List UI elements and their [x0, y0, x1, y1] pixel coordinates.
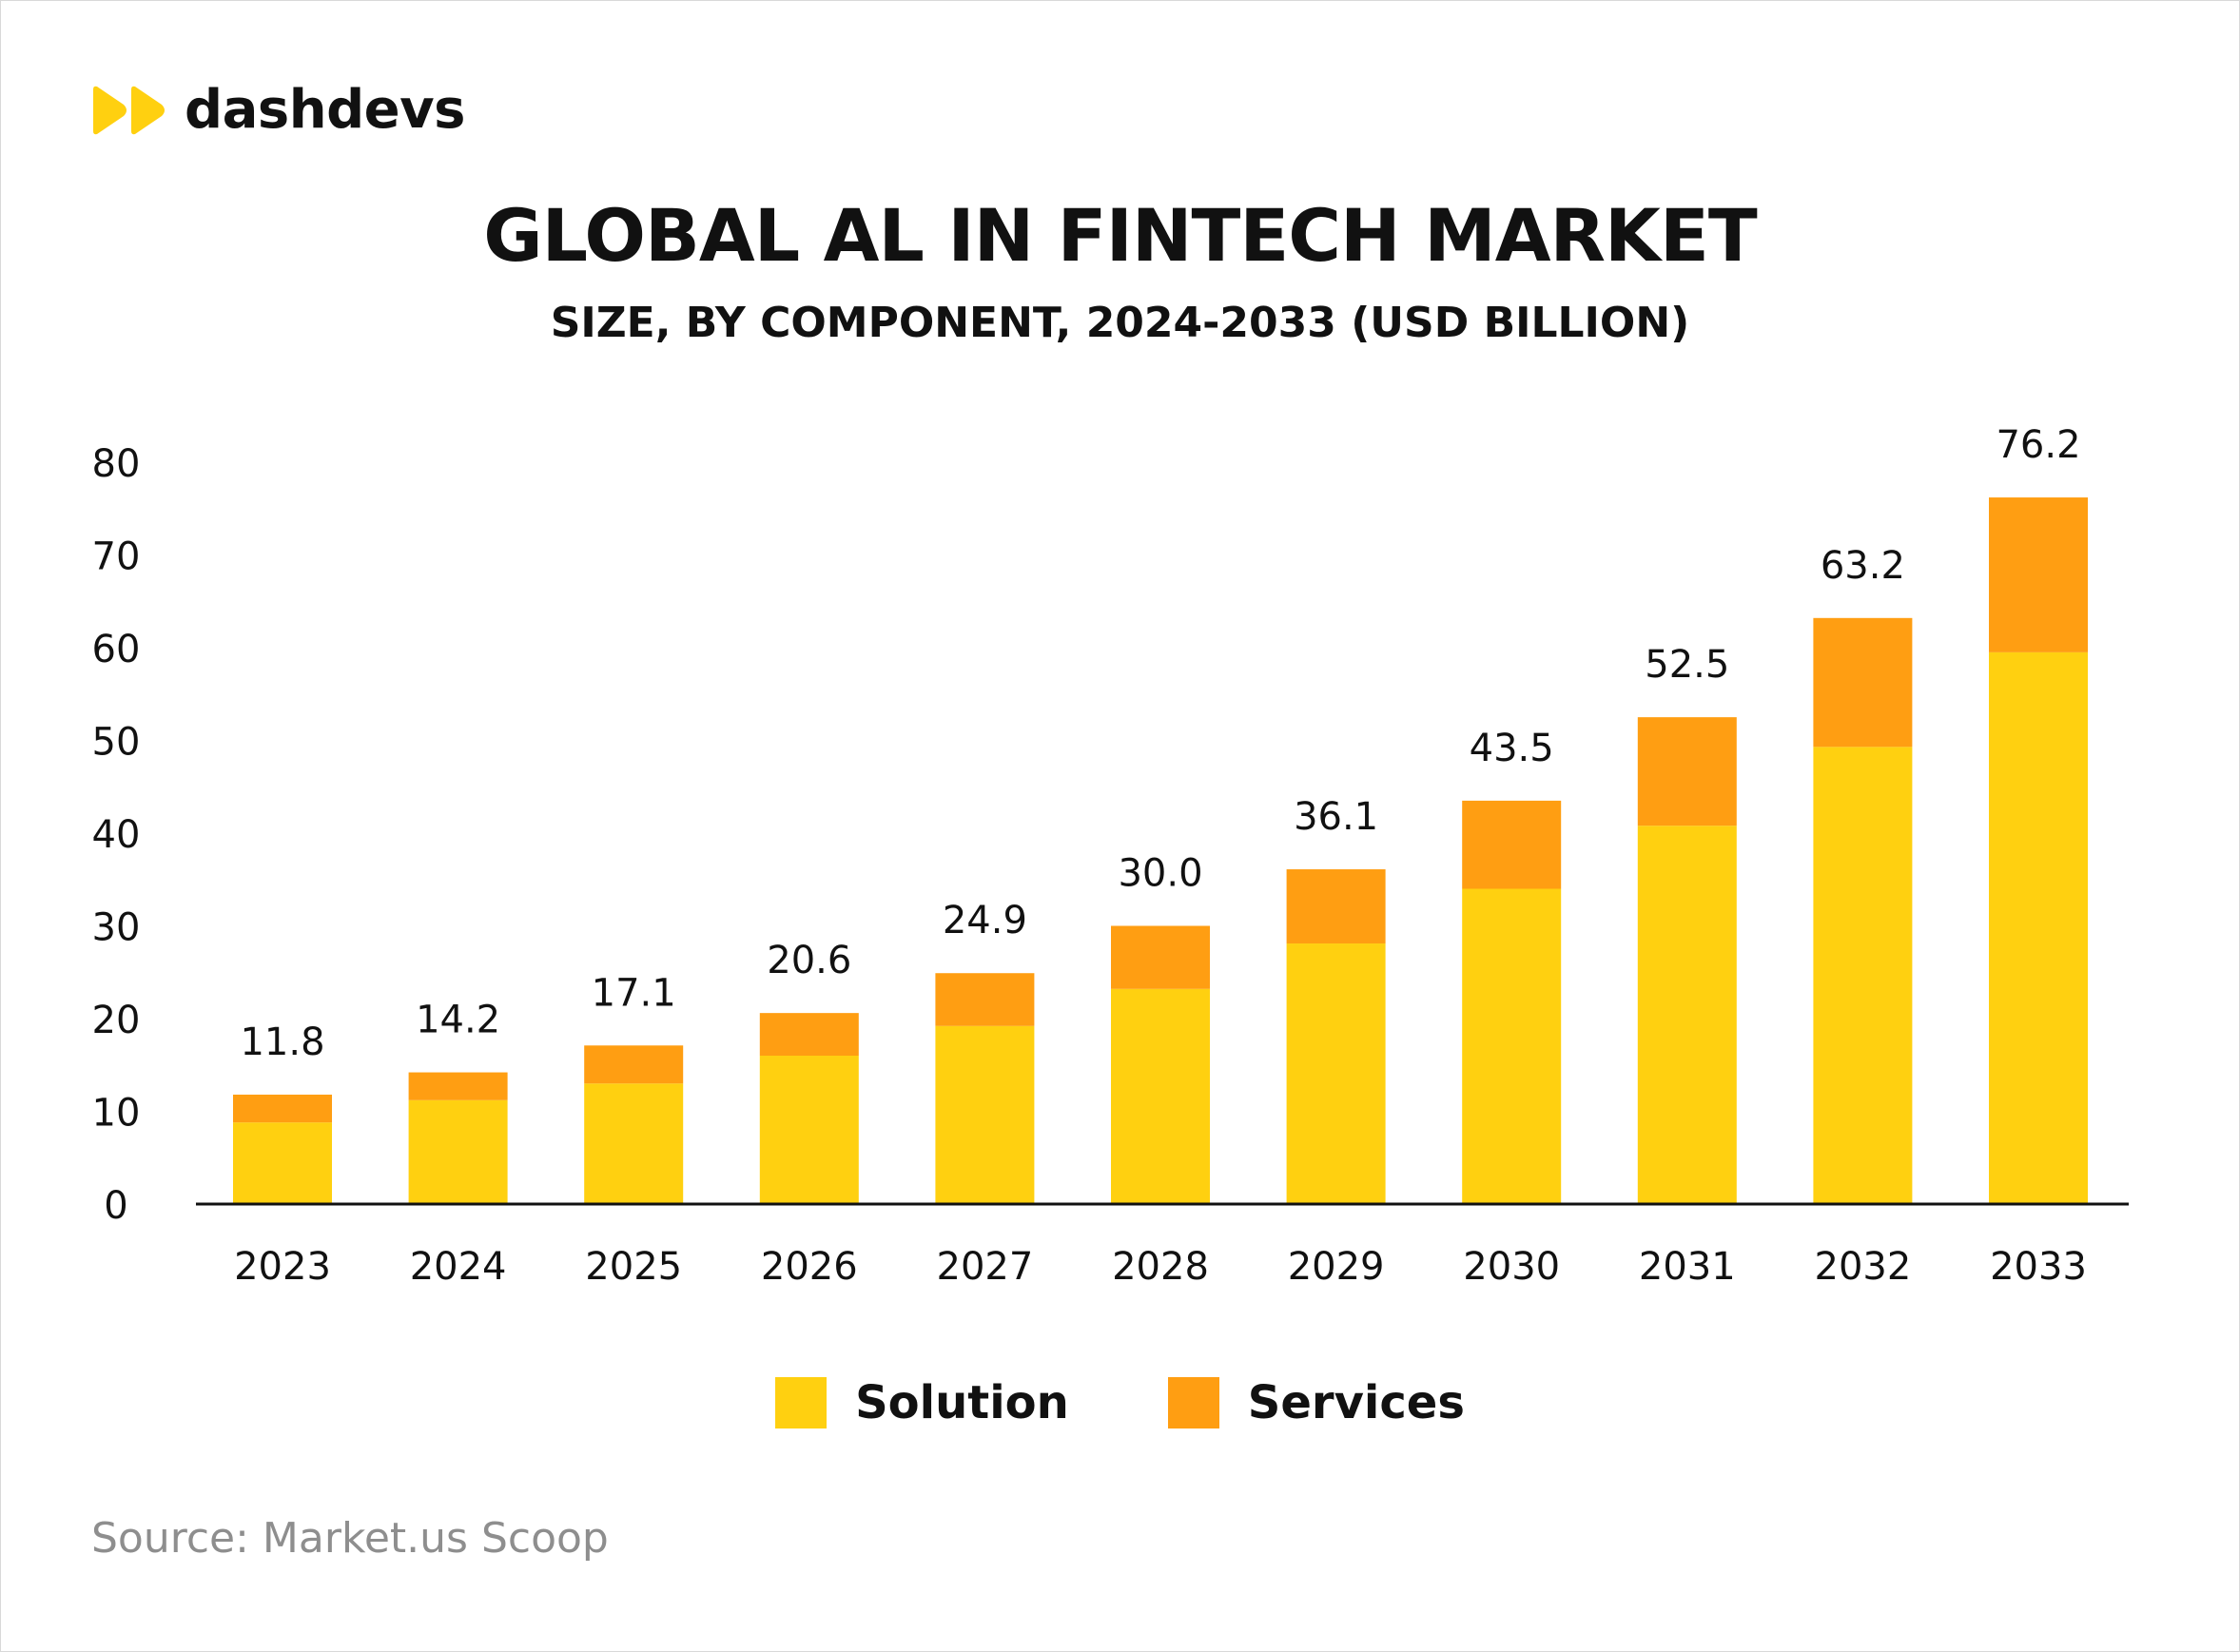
- data-label-total: 20.6: [767, 939, 851, 982]
- y-tick-label: 40: [92, 813, 141, 857]
- bar-chart: 0102030405060708011.8202314.2202417.1202…: [92, 423, 2129, 1289]
- data-label-total: 52.5: [1645, 643, 1729, 687]
- data-label-total: 43.5: [1470, 727, 1554, 770]
- bar-solution-2033: [1989, 651, 2088, 1204]
- dashdevs-logo-icon: [93, 86, 165, 135]
- brand-logo: dashdevs: [89, 84, 465, 137]
- bar-solution-2030: [1462, 888, 1562, 1204]
- data-label-total: 63.2: [1821, 544, 1905, 588]
- bar-solution-2027: [935, 1025, 1035, 1204]
- bar-solution-2031: [1637, 826, 1737, 1204]
- bar-services-2030: [1462, 800, 1562, 889]
- x-tick-label: 2027: [937, 1245, 1034, 1289]
- y-tick-label: 50: [92, 721, 141, 765]
- x-tick-label: 2025: [585, 1245, 682, 1289]
- legend-label-services: Services: [1247, 1376, 1465, 1429]
- source-note: Source: Market.us Scoop: [91, 1514, 609, 1563]
- x-tick-label: 2026: [761, 1245, 858, 1289]
- bar-services-2026: [759, 1013, 859, 1056]
- x-tick-label: 2023: [234, 1245, 331, 1289]
- y-tick-label: 70: [92, 535, 141, 579]
- data-label-total: 30.0: [1118, 852, 1202, 896]
- bar-services-2033: [1989, 497, 2088, 652]
- y-tick-label: 80: [92, 442, 141, 486]
- data-label-total: 36.1: [1294, 795, 1378, 839]
- y-tick-label: 0: [104, 1184, 127, 1228]
- data-label-total: 17.1: [592, 971, 676, 1015]
- bar-services-2031: [1637, 717, 1737, 826]
- y-tick-label: 10: [92, 1092, 141, 1136]
- bar-services-2023: [233, 1094, 332, 1123]
- legend-label-solution: Solution: [855, 1376, 1069, 1429]
- bar-services-2025: [584, 1045, 684, 1084]
- x-tick-label: 2028: [1112, 1245, 1209, 1289]
- bar-solution-2025: [584, 1083, 684, 1204]
- x-tick-label: 2029: [1288, 1245, 1385, 1289]
- legend-item-services: Services: [1167, 1376, 1465, 1429]
- data-label-total: 24.9: [943, 899, 1027, 943]
- data-label-total: 76.2: [1996, 423, 2080, 467]
- chart-title: GLOBAL AL IN FINTECH MARKET: [483, 193, 1757, 278]
- x-tick-label: 2024: [410, 1245, 507, 1289]
- chart-subtitle: SIZE, BY COMPONENT, 2024-2033 (USD BILLI…: [550, 299, 1690, 347]
- y-tick-label: 60: [92, 628, 141, 671]
- legend-swatch-services: [1167, 1377, 1219, 1428]
- y-tick-label: 20: [92, 999, 141, 1042]
- bar-services-2029: [1286, 869, 1386, 944]
- y-tick-label: 30: [92, 906, 141, 950]
- bar-solution-2032: [1813, 747, 1913, 1204]
- bar-solution-2024: [408, 1099, 508, 1204]
- bar-services-2032: [1813, 617, 1913, 748]
- chart-legend: Solution Services: [0, 1377, 2240, 1428]
- bar-solution-2029: [1286, 943, 1386, 1204]
- brand-name: dashdevs: [185, 79, 465, 141]
- data-label-total: 11.8: [240, 1020, 324, 1064]
- bar-solution-2023: [233, 1122, 332, 1204]
- x-tick-label: 2033: [1990, 1245, 2087, 1289]
- data-label-total: 14.2: [416, 999, 500, 1042]
- bar-services-2027: [935, 973, 1035, 1026]
- legend-item-solution: Solution: [775, 1377, 1069, 1428]
- bar-services-2024: [408, 1072, 508, 1100]
- bar-solution-2026: [759, 1056, 859, 1204]
- x-tick-label: 2032: [1815, 1245, 1912, 1289]
- x-tick-label: 2030: [1463, 1245, 1560, 1289]
- legend-swatch-solution: [775, 1377, 828, 1428]
- bar-services-2028: [1111, 925, 1210, 989]
- bar-solution-2028: [1111, 988, 1210, 1204]
- x-tick-label: 2031: [1639, 1245, 1736, 1289]
